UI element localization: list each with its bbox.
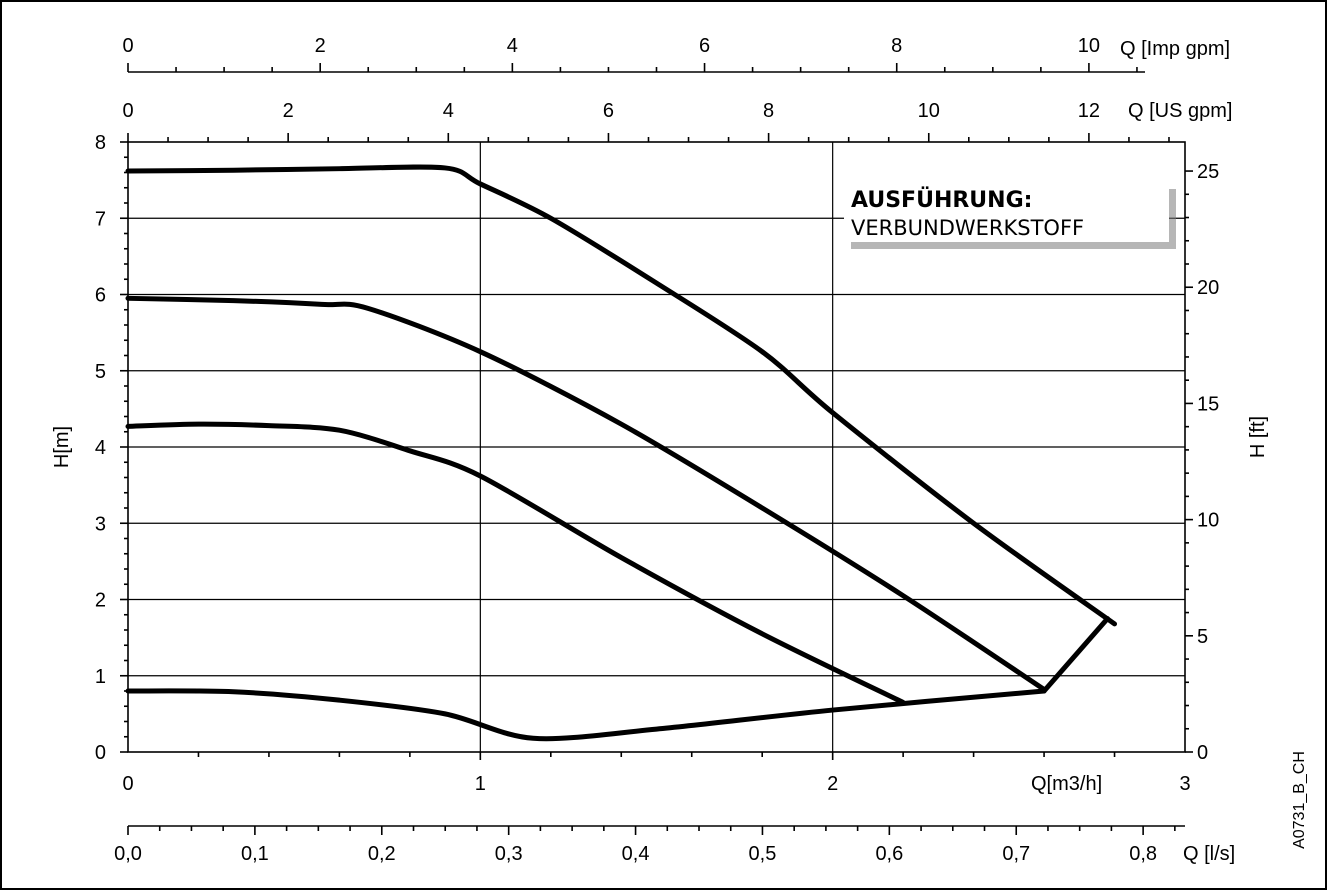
h-m-axis-title: H[m] [51, 426, 73, 468]
y-left-tick-label: 7 [95, 208, 106, 230]
series-line-4 [125, 688, 1047, 742]
impgpm-tick-label: 8 [891, 35, 902, 57]
series-line-2 [125, 295, 1047, 692]
usgpm-tick-label: 8 [763, 100, 774, 122]
y-left-tick-label: 0 [95, 742, 106, 764]
usgpm-tick-label: 0 [122, 100, 133, 122]
impgpm-tick-label: 2 [315, 35, 326, 57]
y-left-tick-label: 1 [95, 666, 106, 688]
ls-tick-label: 0,7 [1002, 843, 1030, 865]
y-left-tick-label: 8 [95, 132, 106, 154]
ls-tick-label: 0,8 [1129, 843, 1157, 865]
grid [128, 142, 1185, 752]
x-m3h-tick-label: 3 [1179, 773, 1190, 795]
x-m3h-tick-label: 1 [475, 773, 486, 795]
figure-id: A0731_B_CH [1291, 751, 1308, 849]
h-ft-axis-title: H [ft] [1247, 416, 1269, 458]
ls-tick-label: 0,4 [622, 843, 650, 865]
annotation-box: AUSFÜHRUNG: VERBUNDWERKSTOFF [844, 182, 1176, 249]
y-right-tick-label: 10 [1197, 510, 1219, 532]
series-line-3 [125, 421, 906, 705]
y-right-tick-label: 15 [1197, 393, 1219, 415]
series-group [125, 164, 1118, 742]
usgpm-tick-label: 12 [1078, 100, 1100, 122]
impgpm-tick-label: 4 [507, 35, 518, 57]
y-right-tick-label: 5 [1197, 626, 1208, 648]
usgpm-tick-label: 10 [918, 100, 940, 122]
impgpm-tick-label: 10 [1078, 35, 1100, 57]
impgpm-tick-label: 6 [699, 35, 710, 57]
series-line-5 [1041, 616, 1110, 694]
impgpm-tick-label: 0 [122, 35, 133, 57]
ls-tick-label: 0,0 [114, 843, 142, 865]
impgpm-axis-title: Q [Imp gpm] [1120, 38, 1230, 60]
series-line-1 [125, 164, 1118, 627]
y-left-tick-label: 4 [95, 437, 106, 459]
usgpm-tick-label: 6 [603, 100, 614, 122]
ls-tick-label: 0,2 [368, 843, 396, 865]
usgpm-tick-label: 4 [443, 100, 454, 122]
y-left-tick-label: 3 [95, 513, 106, 535]
x-m3h-tick-label: 0 [122, 773, 133, 795]
ls-tick-label: 0,5 [749, 843, 777, 865]
ls-tick-label: 0,3 [495, 843, 523, 865]
usgpm-axis-title: Q [US gpm] [1128, 100, 1232, 122]
y-right-tick-label: 20 [1197, 277, 1219, 299]
y-right-tick-label: 0 [1197, 742, 1208, 764]
y-left-tick-label: 5 [95, 361, 106, 383]
annotation-title: AUSFÜHRUNG: [851, 187, 1032, 213]
usgpm-tick-label: 2 [283, 100, 294, 122]
y-left-tick-label: 2 [95, 590, 106, 612]
ls-axis-title: Q [l/s] [1183, 843, 1235, 865]
annotation-text: VERBUNDWERKSTOFF [851, 216, 1084, 240]
y-left-tick-label: 6 [95, 285, 106, 307]
ls-tick-label: 0,6 [875, 843, 903, 865]
y-right-tick-label: 25 [1197, 161, 1219, 183]
x-m3h-tick-label: 2 [827, 773, 838, 795]
m3h-axis-title: Q[m3/h] [1031, 773, 1102, 795]
ls-tick-label: 0,1 [241, 843, 269, 865]
